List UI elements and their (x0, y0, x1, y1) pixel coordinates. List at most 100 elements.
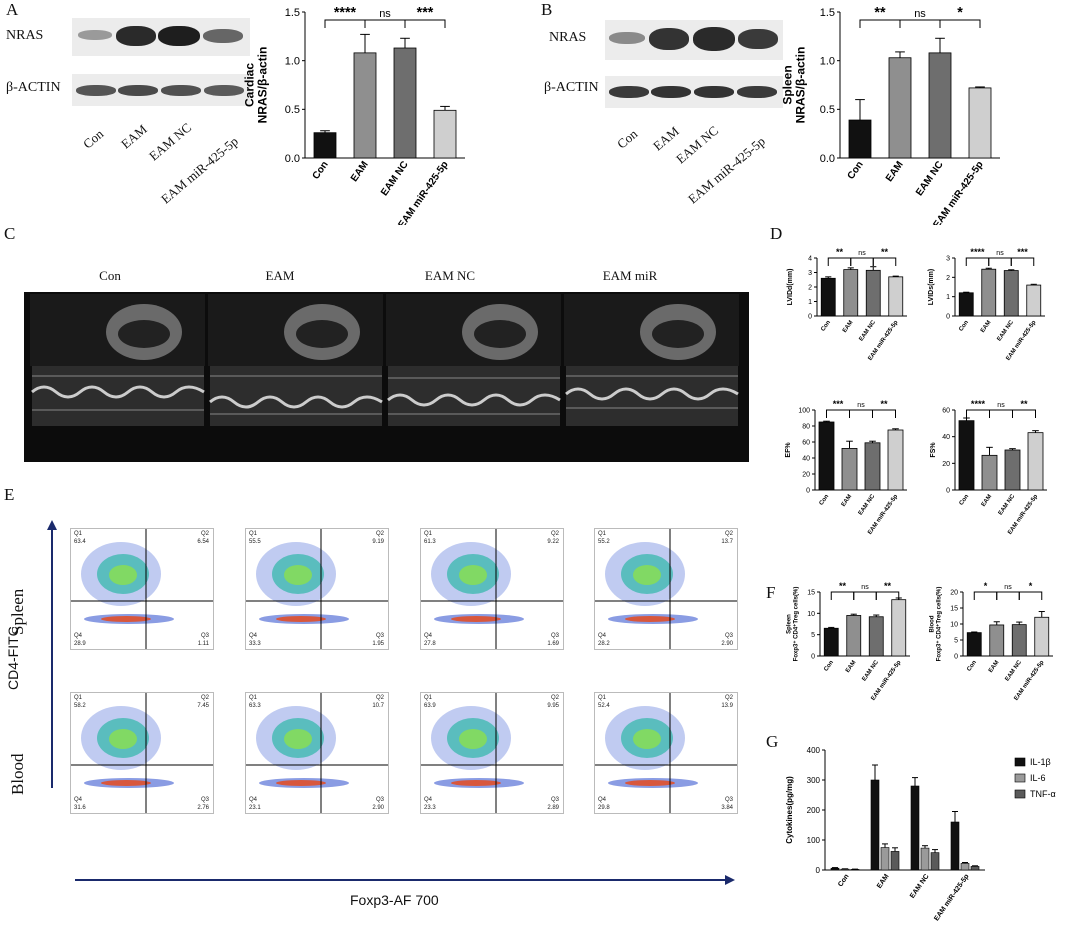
x-tick-label: EAM NC (914, 159, 946, 198)
bar (890, 851, 900, 871)
y-tick-label: 5 (954, 637, 958, 644)
y-tick-label: 1.5 (820, 7, 835, 19)
flow-row-label: Spleen (8, 588, 27, 635)
y-axis-label-line: FS% (930, 442, 937, 458)
x-tick-label: Con (959, 493, 971, 506)
x-tick-label: EAM NC (858, 319, 877, 342)
echo-frame (30, 294, 205, 426)
x-tick-label: EAM (349, 159, 371, 184)
echo-frame (564, 294, 739, 426)
blot-lane-label: Con (614, 126, 641, 152)
significance-label: ** (836, 247, 844, 257)
significance-label: * (1029, 581, 1033, 591)
significance-bracket (826, 409, 850, 418)
bar (958, 292, 974, 317)
y-tick-label: 0 (946, 487, 950, 494)
blot-row-label: NRAS (6, 28, 44, 43)
echo-frame (208, 294, 383, 426)
blot-band (649, 28, 689, 50)
quadrant-value: 9.19 (372, 539, 384, 545)
bar (930, 852, 940, 871)
quadrant-name: Q1 (424, 695, 433, 701)
blot-band (609, 32, 645, 44)
blot-strip-actin (605, 76, 783, 108)
quadrant-name: Q2 (550, 531, 559, 537)
y-tick-label: 20 (802, 471, 810, 478)
flow-plot: Q1 63.3 Q2 10.7 Q4 23.1 Q3 2.90 (245, 692, 389, 814)
y-tick-label: 4 (808, 255, 812, 262)
quadrant-value: 55.5 (249, 539, 261, 545)
flow-density-graphic (595, 693, 737, 813)
quadrant-name: Q4 (424, 797, 433, 803)
bar (970, 866, 980, 871)
quadrant-value: 31.6 (74, 805, 86, 811)
y-axis-label-line: Spleen (787, 614, 793, 634)
quadrant-value: 63.4 (74, 539, 86, 545)
bar (968, 87, 992, 159)
bar (910, 785, 920, 871)
significance-bracket (849, 409, 873, 418)
significance-label: ** (884, 581, 892, 591)
quadrant-value: 2.76 (197, 805, 209, 811)
x-tick-label: EAM NC (909, 873, 931, 900)
x-tick-label: EAM NC (379, 159, 411, 198)
quadrant-name: Q1 (74, 695, 83, 701)
quadrant-value: 13.7 (721, 539, 733, 545)
bar (891, 599, 907, 657)
y-tick-label: 100 (807, 836, 821, 845)
significance-bracket (364, 19, 406, 28)
quadrant-name: Q4 (74, 633, 83, 639)
significance-label: **** (971, 399, 986, 409)
echo-frame (386, 294, 561, 426)
bar (843, 269, 859, 317)
significance-bracket (830, 591, 855, 600)
x-tick-label: EAM (884, 159, 906, 184)
x-tick-label: EAM NC (998, 493, 1017, 516)
x-tick-label: Con (820, 319, 832, 332)
y-tick-label: 100 (798, 407, 810, 414)
flow-density-graphic (71, 693, 213, 813)
flow-density-graphic (421, 693, 563, 813)
y-axis-label-line: LVIDs(mm) (928, 269, 935, 305)
quadrant-value: 2.90 (721, 641, 733, 647)
chart-f2: 0 5 10 15 20 BloodFoxp3⁺ CD4⁺Treg cells(%) Con… (930, 581, 1053, 702)
flow-density-graphic (595, 529, 737, 649)
blot-band (651, 86, 691, 98)
bar (958, 420, 975, 491)
echo-title: EAM miR (602, 268, 658, 283)
bar (1011, 624, 1027, 657)
significance-bracket (966, 409, 990, 418)
legend-swatch (1014, 773, 1026, 783)
y-axis-label: FS% (930, 442, 937, 458)
y-tick-label: 40 (802, 455, 810, 462)
x-tick-label: EAM miR-425-5p (933, 873, 970, 922)
y-tick-label: 10 (807, 611, 815, 618)
quadrant-name: Q2 (375, 531, 384, 537)
y-tick-label: 2 (808, 284, 812, 291)
panel-label-e: E (4, 485, 15, 504)
quadrant-name: Q4 (424, 633, 433, 639)
quadrant-value: 23.3 (424, 805, 436, 811)
y-tick-label: 200 (807, 806, 821, 815)
significance-bracket (850, 257, 874, 266)
panel-label-b: B (541, 0, 553, 19)
flow-plot: Q1 55.2 Q2 13.7 Q4 28.2 Q3 2.90 (594, 528, 738, 650)
bar (848, 119, 872, 159)
flow-y-arrow (47, 520, 57, 788)
bar (393, 47, 417, 159)
significance-bracket (324, 19, 366, 28)
flow-plot: Q1 63.9 Q2 9.95 Q4 23.3 Q3 2.89 (420, 692, 564, 814)
y-tick-label: 0 (808, 313, 812, 320)
quadrant-value: 61.3 (424, 539, 436, 545)
quadrant-value: 2.89 (547, 805, 559, 811)
flow-plot: Q1 55.5 Q2 9.19 Q4 33.3 Q3 1.95 (245, 528, 389, 650)
significance-bracket (872, 257, 897, 266)
quadrant-value: 63.9 (424, 703, 436, 709)
significance-label: * (984, 581, 988, 591)
x-tick-label: EAM NC (1004, 659, 1023, 682)
y-tick-label: 0.0 (285, 153, 300, 165)
x-tick-label: Con (823, 659, 835, 672)
quadrant-name: Q4 (598, 633, 607, 639)
quadrant-value: 33.3 (249, 641, 261, 647)
